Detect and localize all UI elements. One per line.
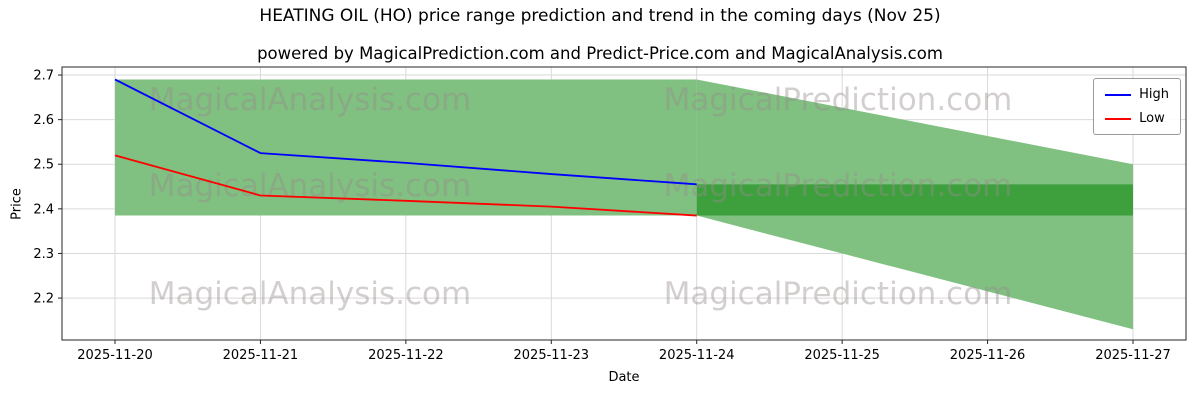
series-high-line [114,78,697,186]
watermark: MagicalPrediction.com [664,168,1013,204]
legend-entry-high: High [1105,87,1169,102]
x-tick-label: 2025-11-26 [950,348,1026,363]
watermark: MagicalPrediction.com [664,82,1013,118]
watermark: MagicalPrediction.com [664,276,1013,312]
x-tick-label: 2025-11-21 [223,348,299,363]
legend-entry-low: Low [1105,111,1169,126]
legend-line-swatch [1105,117,1132,120]
chart-title: HEATING OIL (HO) price range prediction … [259,6,941,26]
y-tick-label: 2.2 [33,292,54,307]
series-low-line [114,154,697,217]
legend: High Low [1093,78,1181,135]
x-tick-label: 2025-11-27 [1095,348,1171,363]
x-tick-label: 2025-11-23 [514,348,590,363]
watermark: MagicalAnalysis.com [149,168,471,204]
x-tick-label: 2025-11-22 [368,348,444,363]
band-forecast-core-range [696,184,1133,216]
y-tick-label: 2.4 [33,202,54,217]
legend-label: High [1139,87,1169,102]
chart-subtitle: powered by MagicalPrediction.com and Pre… [257,44,943,63]
x-tick-label: 2025-11-24 [659,348,735,363]
y-tick-label: 2.7 [33,69,54,84]
watermark: MagicalAnalysis.com [149,276,471,312]
legend-line-swatch [1105,93,1132,96]
legend-label: Low [1139,111,1165,126]
y-tick-label: 2.6 [33,113,54,128]
y-tick-label: 2.3 [33,247,54,262]
x-tick-label: 2025-11-20 [77,348,153,363]
y-axis-label: Price [9,188,25,220]
y-tick-label: 2.5 [33,158,54,173]
axes-border [61,66,1187,341]
x-axis-label: Date [608,370,640,385]
band-history-range [115,79,697,216]
x-tick-label: 2025-11-25 [804,348,880,363]
watermark: MagicalAnalysis.com [149,82,471,118]
